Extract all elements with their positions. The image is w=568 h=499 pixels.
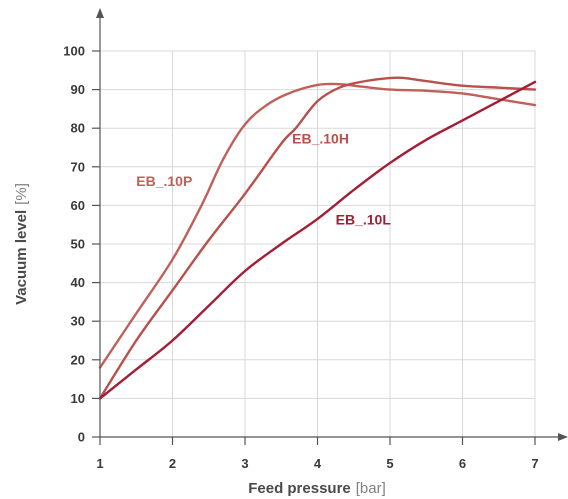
y-tick-label: 30	[71, 314, 85, 329]
y-tick-label: 60	[71, 198, 85, 213]
x-axis-unit: [bar]	[356, 480, 386, 497]
series-line-eb-10l	[98, 80, 537, 400]
x-tick-labels: 1 2 3 4 5 6 7	[96, 456, 538, 471]
x-axis-title: Feed pressure [bar]	[248, 480, 386, 497]
x-tick-label: 6	[459, 456, 466, 471]
y-tick-label: 40	[71, 275, 85, 290]
series-label-eb-10h: EB_.10H	[292, 131, 349, 147]
axes	[96, 8, 568, 441]
y-axis-unit: [%]	[13, 183, 30, 205]
series-labels: EB_.10P EB_.10H EB_.10L	[136, 131, 391, 228]
x-axis-arrow-icon	[558, 433, 568, 441]
series-line-eb-10p	[98, 82, 537, 369]
y-tick-label: 0	[78, 430, 85, 445]
series-line-eb-10h	[98, 76, 537, 400]
y-tick-label: 90	[71, 82, 85, 97]
y-axis-title: Vacuum level [%]	[13, 183, 30, 305]
x-tick-label: 4	[314, 456, 322, 471]
x-tick-label: 3	[241, 456, 248, 471]
x-tick-label: 7	[531, 456, 538, 471]
y-tick-label: 70	[71, 159, 85, 174]
y-axis-arrow-icon	[96, 8, 104, 18]
series-lines	[98, 76, 537, 400]
y-tick-label: 50	[71, 237, 85, 252]
y-tick-label: 100	[63, 44, 85, 59]
y-tick-labels: 0 10 20 30 40 50 60 70 80 90 100	[63, 44, 85, 445]
y-tick-label: 10	[71, 391, 85, 406]
x-tick-label: 5	[386, 456, 393, 471]
y-tick-label: 20	[71, 352, 85, 367]
x-axis-label: Feed pressure	[248, 480, 351, 497]
x-tick-label: 1	[96, 456, 103, 471]
y-tick-label: 80	[71, 121, 85, 136]
y-axis-label: Vacuum level	[13, 210, 30, 305]
x-tick-label: 2	[169, 456, 176, 471]
grid	[92, 50, 536, 445]
series-label-eb-10l: EB_.10L	[336, 212, 392, 228]
series-label-eb-10p: EB_.10P	[136, 173, 192, 189]
